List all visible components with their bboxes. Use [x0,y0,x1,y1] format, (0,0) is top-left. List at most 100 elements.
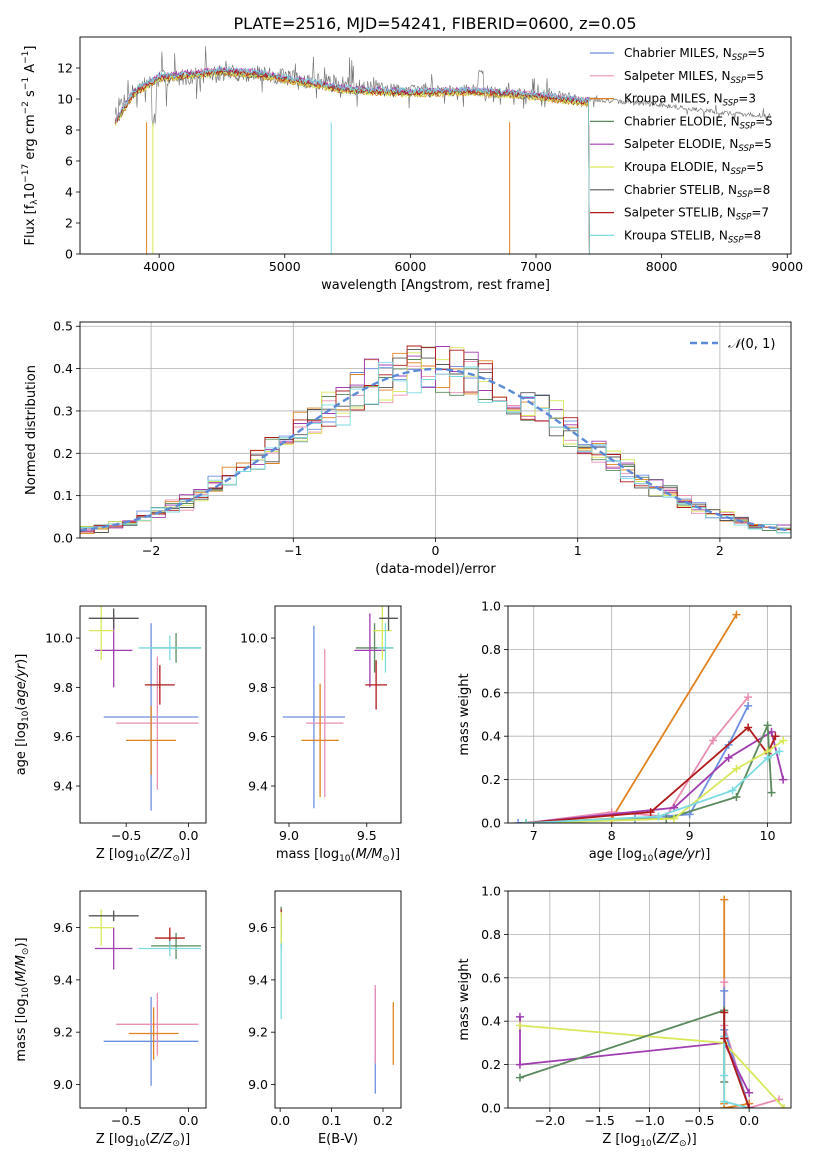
y-tick-label: 9.4 [248,972,268,987]
y-tick-label: 12 [57,61,73,76]
y-tick-label: 1.0 [481,884,501,899]
errorbar-point [128,1007,179,1060]
age-vs-Z-axes: −0.5 0.0 9.4 9.6 9.8 10.0 Z [log10(Z/Z⊙)] age [… [14,605,207,864]
x-tick-label: 7 [530,828,538,843]
weight-vs-age-plot-area [508,605,791,824]
y-tick-label: 9.6 [53,729,73,744]
legend-entry: Salpeter STELIB, NSSP=7 [624,206,769,223]
x-tick-label: −1.5 [584,1113,614,1128]
y-tick-label: 9.4 [53,972,73,987]
x-tick-label: −1 [284,543,302,558]
x-tick-label: 8 [608,828,616,843]
figure-title: PLATE=2516, MJD=54241, FIBERID=0600, z=0… [233,14,636,33]
x-tick-label: −2.0 [535,1113,565,1128]
weight-marker [728,786,737,795]
model-spectrum [114,70,590,254]
y-tick-label: 9.0 [248,1077,268,1092]
axes-frame [79,605,207,824]
x-tick-label: 8000 [646,259,678,274]
weight-line [518,705,749,823]
x-tick-label: 0.2 [373,1113,393,1128]
weight-marker [767,788,776,797]
x-tick-label: 0.0 [739,1113,759,1128]
errorbar-point [377,623,394,673]
weight-series [521,610,741,823]
legend-entry: Kroupa ELODIE, NSSP=5 [624,160,764,177]
x-tick-label: −0.5 [684,1113,714,1128]
weight-marker [515,1021,524,1030]
x-tick-label: 0.1 [322,1113,342,1128]
x-tick-label: 1 [574,543,582,558]
x-axis-label: mass [log10(M/M⊙)] [276,847,400,864]
weight-marker [724,753,733,762]
mass-vs-EBV-plot-area [280,906,394,1094]
weight-marker [515,1073,524,1082]
weight-marker [779,736,788,745]
weight-marker [745,1104,754,1108]
weight-marker [646,808,655,817]
y-axis-label: age [log10(age/yr)] [14,654,31,776]
x-axis-label: (data-model)/error [375,562,496,577]
y-tick-label: 9.4 [53,779,73,794]
errorbar-point [116,656,199,790]
y-axis-label: mass weight [457,673,472,755]
x-tick-label: 0.0 [179,1113,199,1128]
x-tick-label: 2 [716,543,724,558]
weight-marker [763,721,772,730]
residual-hist-axes: −2 −1 0 1 2 0.0 0.1 0.2 0.3 0.4 0.5 (data-model)/er… [24,319,792,577]
y-tick-label: 6 [65,154,73,169]
y-tick-label: 0.0 [481,816,501,831]
y-tick-label: 9.2 [53,1025,73,1040]
x-tick-label: 10 [760,828,776,843]
legend-entry: Kroupa STELIB, NSSP=8 [624,228,761,245]
errorbar-point [103,996,199,1086]
y-tick-label: 9.4 [248,779,268,794]
mass-vs-EBV-axes: 0.0 0.1 0.2 9.0 9.2 9.4 9.6 E(B-V) [248,890,402,1147]
age-vs-Z-plot-area [88,606,202,811]
weight-marker [744,723,753,732]
y-tick-label: 10 [57,92,73,107]
age-vs-mass-plot-area [282,606,398,809]
weight-marker [720,1097,729,1106]
y-tick-label: 0.8 [481,927,501,942]
x-tick-label: 9000 [771,259,803,274]
residual-hist-plot-area [79,322,792,539]
y-tick-label: 4 [65,185,73,200]
y-tick-label: 8 [65,123,73,138]
y-tick-label: 0.5 [53,319,73,334]
x-tick-label: 7000 [520,259,552,274]
mass-vs-Z-plot-area [88,909,202,1086]
weight-line [519,1016,750,1094]
weight-marker [771,732,780,741]
weight-series [521,747,784,823]
weight-series [521,693,753,823]
axes-frame [274,605,402,824]
errorbar-point [138,635,202,661]
errorbar-point [116,992,199,1056]
weight-line [723,899,750,1108]
weight-marker [720,986,729,995]
weight-marker [720,1071,729,1080]
x-tick-label: 0.0 [270,1113,290,1128]
model-spectrum [114,66,590,254]
weight-series [515,1012,754,1097]
weight-vs-Z-axes: −2.0 −1.5 −1.0 −0.5 0.0 0.0 0.2 0.4 0.6 0.8 1.0 Z [… [457,884,792,1149]
errorbar-point [88,909,114,946]
x-tick-label: 4000 [143,259,175,274]
errorbar-point [365,660,387,710]
weight-marker [515,1060,524,1069]
x-axis-label: Z [log10(Z/Z⊙)] [96,1132,190,1149]
spectrum-plot-area [114,46,772,254]
legend-entry: Kroupa MILES, NSSP=3 [624,92,756,109]
y-tick-label: 0.8 [481,642,501,657]
y-tick-label: 0.2 [481,1057,501,1072]
spectrum-axes: 4000 5000 6000 7000 8000 9000 0 2 4 6 8 10 12 wavelen… [21,36,803,293]
x-tick-label: 0.0 [179,828,199,843]
weight-marker [763,753,772,762]
y-tick-label: 9.8 [248,680,268,695]
x-tick-label: 9.5 [357,828,377,843]
x-tick-label: 5000 [269,259,301,274]
errorbar-point [379,606,398,631]
y-axis-label: Normed distribution [24,365,39,495]
